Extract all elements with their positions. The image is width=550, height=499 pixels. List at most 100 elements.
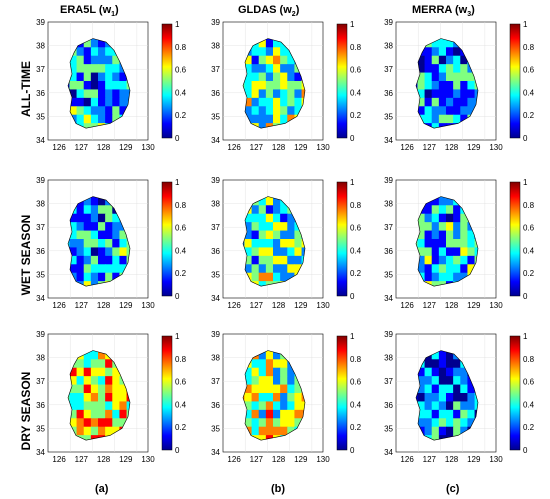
map-cell <box>69 384 78 394</box>
map-cell <box>244 418 253 428</box>
map-cell <box>258 230 267 240</box>
subplot-label-c: (c) <box>446 483 460 495</box>
map-cell <box>112 230 120 240</box>
map-cell <box>438 72 447 82</box>
lat-tick-label: 37 <box>36 377 45 386</box>
column-title-era5l: ERA5L (w1) <box>60 4 119 19</box>
map-cell <box>438 106 447 116</box>
map-cell <box>83 106 92 116</box>
map-cell <box>431 435 440 441</box>
map-cell <box>112 255 120 265</box>
map-cell <box>258 272 267 282</box>
map-cell <box>265 401 274 411</box>
map-cell <box>446 222 454 232</box>
map-cell <box>251 272 260 282</box>
map-cell <box>438 222 447 232</box>
lat-tick-label: 34 <box>384 448 393 457</box>
map-cell <box>251 106 260 116</box>
map-cell <box>251 81 260 90</box>
map-cell <box>105 409 113 419</box>
map-cell <box>417 239 426 248</box>
map-cell <box>287 401 295 411</box>
map-cell <box>280 230 288 240</box>
map-cell <box>119 89 128 99</box>
lat-tick-label: 36 <box>384 401 393 410</box>
map-cell <box>258 81 267 90</box>
map-cell <box>126 89 130 99</box>
colorbar-tick-label: 0 <box>350 446 355 455</box>
map-cell <box>467 106 476 116</box>
map-cell <box>98 376 106 386</box>
map-cell <box>446 272 454 282</box>
map-cell <box>431 106 440 116</box>
map-cell <box>265 47 274 57</box>
lon-tick-label: 127 <box>75 455 89 464</box>
map-cell <box>431 376 440 386</box>
map-cell <box>90 81 99 90</box>
map-cell <box>446 409 454 419</box>
map-cell <box>76 376 85 386</box>
map-cell <box>105 401 113 411</box>
map-cell <box>265 55 274 65</box>
map-cell <box>446 196 454 206</box>
map-cell <box>98 247 106 257</box>
map-cell <box>265 281 274 287</box>
lat-tick-label: 35 <box>36 424 45 433</box>
map-cell <box>83 264 92 274</box>
map-cell <box>126 247 130 257</box>
map-cell <box>98 106 106 116</box>
map-cell <box>294 401 303 411</box>
map-cell <box>460 367 468 377</box>
map-cell <box>294 72 303 82</box>
map-cell <box>112 55 120 65</box>
map-panel-merra-dry-season: 39 38 37 36 35 34 126 127 128 129 130 1 0.8 0.6 0.4 0.2… <box>378 330 543 472</box>
map-cell <box>424 230 433 240</box>
map-cell <box>424 213 433 223</box>
map-cell <box>453 384 461 394</box>
map-cell <box>76 64 85 74</box>
map-cell <box>453 230 461 240</box>
map-cell <box>90 376 99 386</box>
map-cell <box>90 359 99 369</box>
map-cell <box>265 72 274 82</box>
map-cell <box>453 64 461 74</box>
map-cell <box>251 418 260 428</box>
map-cell <box>273 401 281 411</box>
map-cell <box>467 89 476 99</box>
colorbar <box>509 335 521 451</box>
lat-tick-label: 37 <box>36 223 45 232</box>
map-cell <box>431 359 440 369</box>
map-cell <box>244 384 253 394</box>
map-cell <box>90 401 99 411</box>
map-cell <box>453 409 461 419</box>
map-cell <box>417 230 426 240</box>
map-cell <box>446 230 454 240</box>
map-cell <box>287 247 295 257</box>
map-cell <box>265 426 274 436</box>
map-cell <box>244 376 253 386</box>
map-cell <box>446 247 454 257</box>
map-cell <box>453 239 461 248</box>
map-cell <box>294 393 303 402</box>
lon-tick-label: 126 <box>52 455 66 464</box>
map-cell <box>460 272 468 282</box>
map-cell <box>424 359 433 369</box>
map-cell <box>438 205 447 215</box>
map-cell <box>446 401 454 411</box>
map-cell <box>105 89 113 99</box>
map-cell <box>90 230 99 240</box>
map-cell <box>287 230 295 240</box>
lat-tick-label: 36 <box>384 89 393 98</box>
lon-tick-label: 126 <box>400 143 414 152</box>
lon-tick-label: 128 <box>97 143 111 152</box>
map-cell <box>446 55 454 65</box>
map-cell <box>294 97 303 107</box>
lat-tick-label: 38 <box>384 42 393 51</box>
map-cell <box>76 272 85 282</box>
map-cell <box>98 97 106 107</box>
lat-tick-label: 38 <box>36 354 45 363</box>
map-cell <box>417 97 426 107</box>
map-cell <box>90 239 99 248</box>
map-cell <box>273 272 281 282</box>
lat-tick-label: 36 <box>36 247 45 256</box>
